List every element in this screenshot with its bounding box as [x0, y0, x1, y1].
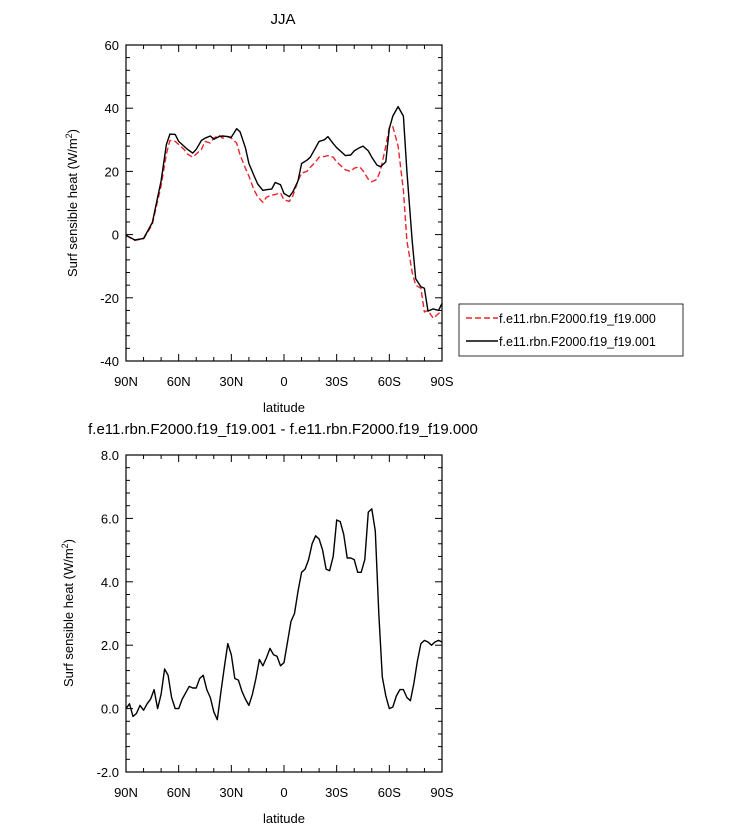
y-tick-label: -2.0: [97, 765, 119, 780]
x-tick-label: 90N: [114, 785, 138, 800]
chart-title: f.e11.rbn.F2000.f19_f19.001 - f.e11.rbn.…: [88, 421, 478, 438]
y-tick-label: 8.0: [101, 448, 119, 463]
legend-entry-001: f.e11.rbn.F2000.f19_f19.001: [499, 335, 656, 349]
y-tick-label: 0: [112, 228, 119, 243]
plot-frame: [125, 454, 443, 773]
x-tick-label: 0: [280, 785, 287, 800]
chart-title: JJA: [270, 11, 295, 28]
y-tick-label: -20: [100, 291, 119, 306]
x-tick-label: 30S: [325, 785, 348, 800]
x-tick-label: 60S: [378, 785, 401, 800]
y-axis-label: Surf sensible heat (W/m2): [64, 129, 80, 277]
chart-difference: f.e11.rbn.F2000.f19_f19.001 - f.e11.rbn.…: [60, 421, 478, 826]
y-tick-label: 0.0: [101, 702, 119, 717]
y-tick-label: 2.0: [101, 638, 119, 653]
x-tick-label: 60N: [167, 785, 191, 800]
x-axis-label: latitude: [263, 811, 305, 826]
x-tick-label: 30S: [325, 374, 348, 389]
legend-frame: [458, 303, 684, 357]
y-tick-label: 6.0: [101, 511, 119, 526]
y-axis-label: Surf sensible heat (W/m2): [60, 539, 76, 687]
x-tick-label: 90S: [430, 374, 453, 389]
x-tick-label: 30N: [219, 374, 243, 389]
x-axis-label: latitude: [263, 400, 305, 415]
y-tick-label: 40: [105, 101, 119, 116]
x-tick-label: 90N: [114, 374, 138, 389]
y-tick-label: 4.0: [101, 575, 119, 590]
x-tick-label: 60N: [167, 374, 191, 389]
y-tick-label: 20: [105, 164, 119, 179]
x-tick-label: 60S: [378, 374, 401, 389]
y-tick-label: -40: [100, 354, 119, 369]
plot-frame: [125, 44, 443, 362]
x-tick-label: 0: [280, 374, 287, 389]
series-line-0: [125, 508, 443, 721]
y-tick-label: 60: [105, 38, 119, 53]
x-tick-label: 30N: [219, 785, 243, 800]
legend: f.e11.rbn.F2000.f19_f19.000 f.e11.rbn.F2…: [458, 303, 684, 357]
series-line-0: [125, 125, 443, 319]
legend-entry-000: f.e11.rbn.F2000.f19_f19.000: [499, 312, 656, 326]
x-tick-label: 90S: [430, 785, 453, 800]
series-line-1: [125, 105, 443, 312]
chart-jja: JJA 90N 60N 30N 0 30S 60S 90S -40 -20 0 20 40 60 lat…: [64, 11, 684, 415]
